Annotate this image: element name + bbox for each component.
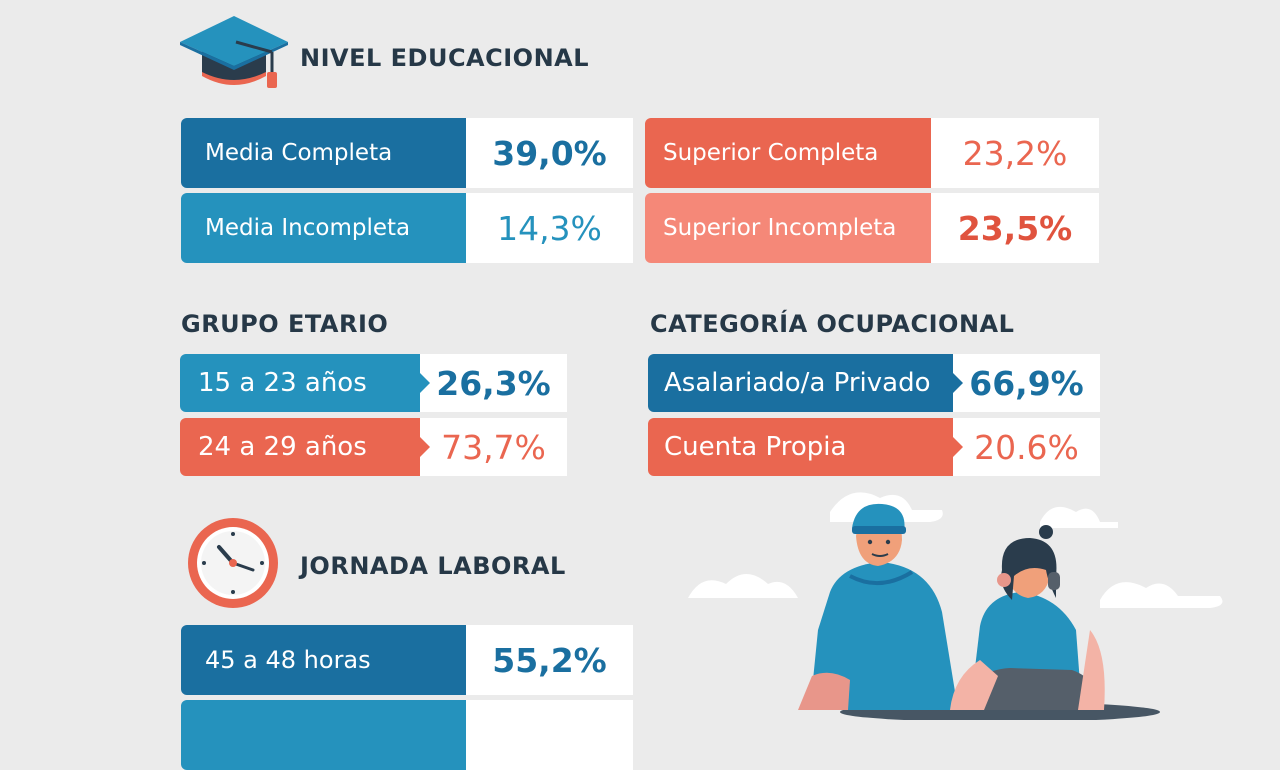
graduation-cap-icon bbox=[180, 16, 288, 88]
section-title-grupo-etario: GRUPO ETARIO bbox=[181, 310, 389, 338]
jornada-value: 55,2% bbox=[466, 625, 633, 695]
categoria-row-asalariado: Asalariado/a Privado 66,9% bbox=[648, 354, 1100, 412]
jornada-row-45-48: 45 a 48 horas 55,2% bbox=[181, 625, 633, 695]
categoria-label: Cuenta Propia bbox=[648, 418, 963, 476]
young-people-illustration bbox=[688, 492, 1223, 720]
nivel-value: 23,5% bbox=[931, 193, 1099, 263]
section-title-categoria-ocupacional: CATEGORÍA OCUPACIONAL bbox=[650, 310, 1015, 338]
categoria-label-text: Cuenta Propia bbox=[664, 432, 847, 462]
nivel-value: 39,0% bbox=[466, 118, 633, 188]
grupo-row-24-29: 24 a 29 años 73,7% bbox=[180, 418, 567, 476]
arrow-icon bbox=[953, 437, 963, 457]
nivel-row-superior-incompleta: Superior Incompleta 23,5% bbox=[645, 193, 1099, 263]
categoria-value: 20.6% bbox=[953, 418, 1100, 476]
grupo-label-text: 24 a 29 años bbox=[198, 432, 367, 462]
jornada-value-partial bbox=[466, 700, 633, 770]
nivel-row-superior-completa: Superior Completa 23,2% bbox=[645, 118, 1099, 188]
nivel-label: Media Completa bbox=[181, 118, 466, 188]
grupo-value: 26,3% bbox=[420, 354, 567, 412]
nivel-row-media-incompleta: Media Incompleta 14,3% bbox=[181, 193, 633, 263]
grupo-label-text: 15 a 23 años bbox=[198, 368, 367, 398]
nivel-value: 23,2% bbox=[931, 118, 1099, 188]
categoria-row-cuenta-propia: Cuenta Propia 20.6% bbox=[648, 418, 1100, 476]
grupo-row-15-23: 15 a 23 años 26,3% bbox=[180, 354, 567, 412]
grupo-label: 15 a 23 años bbox=[180, 354, 430, 412]
jornada-label-partial bbox=[181, 700, 466, 770]
nivel-label: Media Incompleta bbox=[181, 193, 466, 263]
nivel-label: Superior Incompleta bbox=[645, 193, 931, 263]
arrow-icon bbox=[420, 373, 430, 393]
section-title-nivel-educacional: NIVEL EDUCACIONAL bbox=[300, 44, 590, 72]
grupo-value: 73,7% bbox=[420, 418, 567, 476]
nivel-value: 14,3% bbox=[466, 193, 633, 263]
categoria-value: 66,9% bbox=[953, 354, 1100, 412]
nivel-row-media-completa: Media Completa 39,0% bbox=[181, 118, 633, 188]
clock-icon bbox=[188, 518, 278, 608]
categoria-label-text: Asalariado/a Privado bbox=[664, 368, 931, 398]
jornada-label: 45 a 48 horas bbox=[181, 625, 466, 695]
jornada-row-partial bbox=[181, 700, 633, 770]
categoria-label: Asalariado/a Privado bbox=[648, 354, 963, 412]
grupo-label: 24 a 29 años bbox=[180, 418, 430, 476]
nivel-label: Superior Completa bbox=[645, 118, 931, 188]
section-title-jornada-laboral: JORNADA LABORAL bbox=[300, 552, 566, 580]
arrow-icon bbox=[953, 373, 963, 393]
arrow-icon bbox=[420, 437, 430, 457]
